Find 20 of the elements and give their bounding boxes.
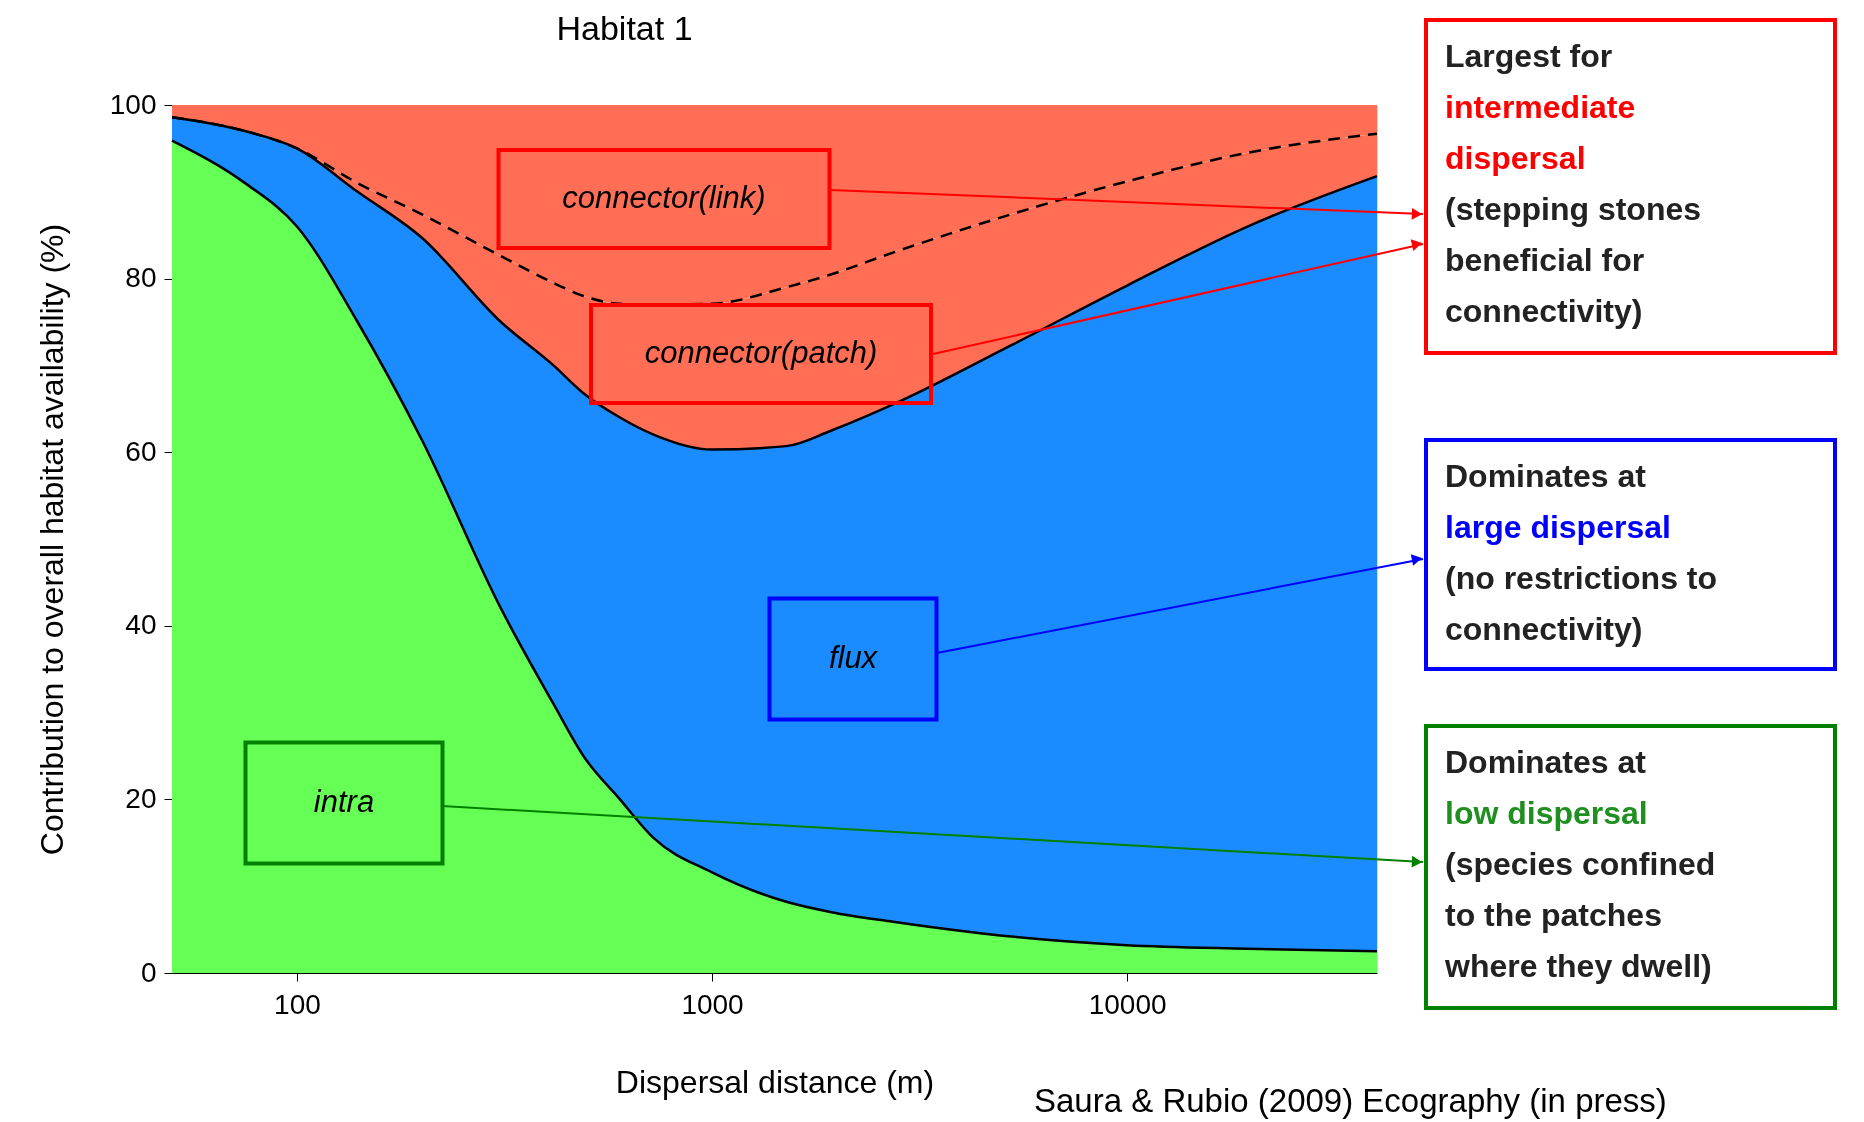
text: Dominates at large dispersal (no restrictions to connectivity): [1445, 458, 1718, 647]
y-tick-label: 40: [125, 609, 157, 641]
series-label: connector(patch): [644, 335, 878, 370]
x-axis-title: Dispersal distance (m): [615, 1063, 935, 1100]
x-tick-label: 10000: [1088, 988, 1167, 1020]
y-tick-label: 0: [140, 956, 157, 988]
text: Saura & Rubio (2009) Ecography (in press): [1034, 1082, 1667, 1119]
series-label: flux: [828, 640, 879, 675]
y-tick-label: 20: [125, 782, 157, 814]
y-tick-label: 100: [109, 88, 157, 120]
x-tick-label: 1000: [681, 988, 744, 1020]
y-tick-label: 60: [125, 435, 157, 467]
y-axis-title: Contribution to overall habitat availability (%): [33, 223, 70, 856]
text: Largest for intermediate dispersal (stepping stones beneficial for connectivity): [1445, 38, 1702, 329]
text: Dominates at low dispersal (species confined to the patches where they dwell): [1444, 744, 1716, 984]
x-tick-label: 100: [274, 988, 321, 1020]
y-tick-label: 80: [125, 262, 157, 294]
chart-title: Habitat 1: [556, 9, 693, 47]
series-label: intra: [313, 784, 375, 819]
series-label: connector(link): [562, 180, 766, 215]
